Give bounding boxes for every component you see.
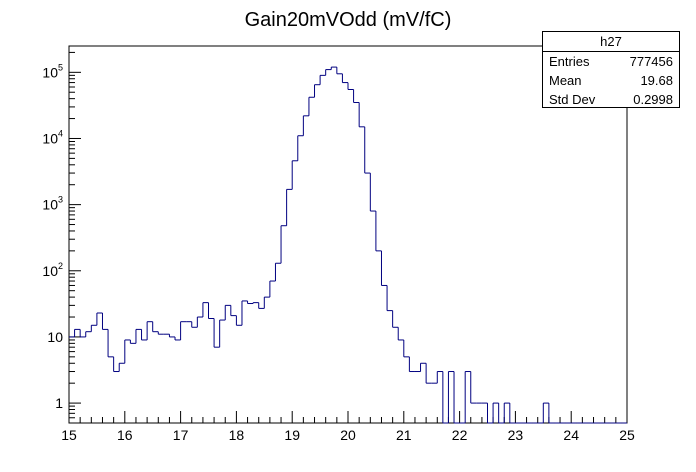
y-tick-exponent: 3 — [58, 195, 63, 205]
y-tick-base: 10 — [42, 263, 58, 279]
y-tick-exponent: 2 — [58, 261, 63, 271]
stats-box: h27 Entries 777456 Mean 19.68 Std Dev 0.… — [542, 31, 680, 108]
x-tick-label: 25 — [619, 427, 635, 443]
y-tick-label: 103 — [42, 195, 63, 213]
y-tick-base: 10 — [42, 197, 58, 213]
x-tick-label: 22 — [452, 427, 468, 443]
x-tick-label: 21 — [396, 427, 412, 443]
chart-title: Gain20mVOdd (mV/fC) — [245, 9, 452, 31]
x-tick-label: 24 — [563, 427, 579, 443]
y-tick-exponent: 5 — [58, 62, 63, 72]
y-tick-base: 10 — [42, 130, 58, 146]
x-tick-label: 23 — [508, 427, 524, 443]
x-tick-label: 15 — [61, 427, 77, 443]
stats-entries-row: Entries 777456 — [543, 52, 679, 71]
stats-mean-value: 19.68 — [640, 73, 673, 88]
y-tick-label: 102 — [42, 261, 63, 279]
histogram-series — [69, 66, 627, 424]
y-tick-label: 104 — [42, 128, 63, 146]
stats-stddev-label: Std Dev — [549, 92, 596, 107]
stats-mean-row: Mean 19.68 — [543, 71, 679, 90]
stats-stddev-row: Std Dev 0.2998 — [543, 90, 679, 109]
stats-histogram-name: h27 — [543, 32, 679, 52]
x-tick-label: 19 — [284, 427, 300, 443]
stats-stddev-value: 0.2998 — [633, 92, 673, 107]
y-tick-label: 105 — [42, 62, 63, 80]
y-tick-base: 10 — [47, 329, 63, 345]
stats-entries-label: Entries — [549, 54, 590, 69]
axis-ticks — [68, 51, 628, 424]
y-tick-exponent: 4 — [58, 128, 63, 138]
y-tick-base: 10 — [42, 64, 58, 80]
x-tick-label: 20 — [340, 427, 356, 443]
y-tick-base: 1 — [55, 395, 63, 411]
stats-mean-label: Mean — [549, 73, 582, 88]
x-tick-label: 17 — [173, 427, 189, 443]
stats-entries-value: 777456 — [629, 54, 673, 69]
y-tick-label: 10 — [47, 329, 63, 345]
x-tick-label: 18 — [229, 427, 245, 443]
x-tick-label: 16 — [117, 427, 133, 443]
y-tick-label: 1 — [55, 395, 63, 411]
